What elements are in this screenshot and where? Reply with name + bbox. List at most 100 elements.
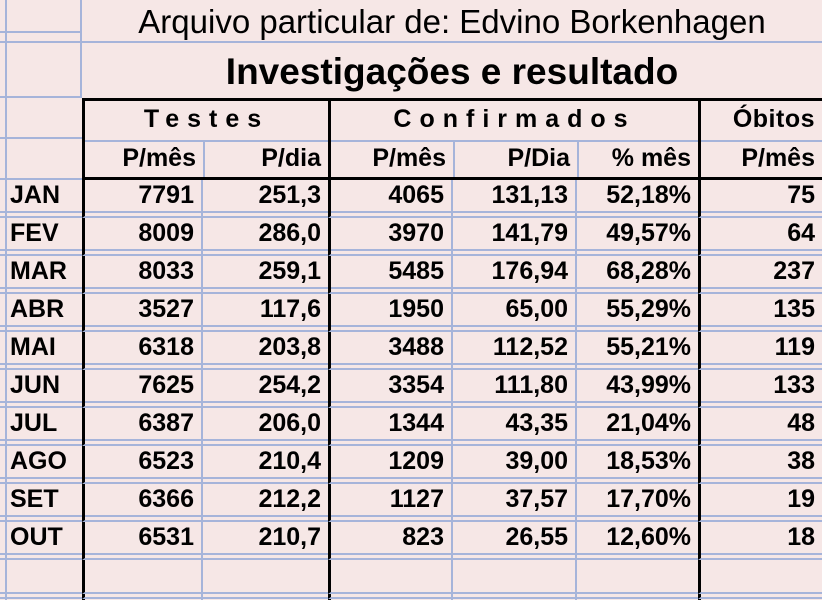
table-body: JAN 7791 251,3 4065 131,13 52,18% 75 FEV… [0, 180, 822, 600]
cell-pct-mes: 43,99% [577, 370, 698, 408]
archive-title: Arquivo particular de: Edvino Borkenhage… [138, 3, 766, 40]
cell-testes-pmes: 6523 [82, 446, 203, 484]
table-row: MAI 6318 203,8 3488 112,52 55,21% 119 [0, 332, 822, 370]
table-row: FEV 8009 286,0 3970 141,79 49,57% 64 [0, 218, 822, 256]
cell-obitos: 18 [698, 522, 822, 560]
cell-testes-pdia: 259,1 [203, 256, 328, 294]
header-month-column [0, 98, 82, 180]
month-cell: JUN [7, 370, 82, 408]
cell-testes-pmes: 6366 [82, 484, 203, 522]
cell-conf-pmes: 1344 [328, 408, 453, 446]
month-cell: MAI [7, 332, 82, 370]
month-cell: AGO [7, 446, 82, 484]
left-strip-cell [0, 180, 7, 218]
column-header-testes-pdia: P/dia [203, 142, 328, 177]
table-row: OUT 6531 210,7 823 26,55 12,60% 18 [0, 522, 822, 560]
month-cell: JAN [7, 180, 82, 218]
spacer-row [0, 594, 822, 599]
cell-obitos: 64 [698, 218, 822, 256]
section-obitos-columns: P/mês [701, 140, 822, 177]
table-row: JUL 6387 206,0 1344 43,35 21,04% 48 [0, 408, 822, 446]
cell-pct-mes: 52,18% [577, 180, 698, 218]
cell-pct-mes: 12,60% [577, 522, 698, 560]
column-header-obitos-pmes: P/mês [741, 144, 815, 172]
gridline-vertical-month-col [80, 0, 82, 98]
cell-pct-mes: 55,29% [577, 294, 698, 332]
table-header: Testes P/mês P/dia Confirmados P/mês P/D… [0, 98, 822, 180]
cell-testes-pmes: 3527 [82, 294, 203, 332]
cell-conf-pdia: 111,80 [453, 370, 577, 408]
month-cell: ABR [7, 294, 82, 332]
table-row: SET 6366 212,2 1127 37,57 17,70% 19 [0, 484, 822, 522]
left-strip-cell [0, 370, 7, 408]
section-label-confirmados: Confirmados [393, 105, 636, 133]
cell-testes-pmes: 7791 [82, 180, 203, 218]
cell-conf-pmes: 823 [328, 522, 453, 560]
column-header-pct-mes: % mês [577, 142, 698, 177]
cell-obitos: 38 [698, 446, 822, 484]
month-cell: OUT [7, 522, 82, 560]
section-label-testes: Testes [143, 105, 270, 133]
month-cell: FEV [7, 218, 82, 256]
cell-conf-pdia: 37,57 [453, 484, 577, 522]
section-testes: Testes P/mês P/dia [82, 98, 328, 180]
gridline-horizontal-left2 [0, 96, 82, 98]
gridline-header-divider [0, 137, 82, 139]
left-strip-cell [0, 408, 7, 446]
column-header-conf-pmes: P/mês [372, 144, 446, 172]
left-strip-cell [0, 294, 7, 332]
cell-conf-pmes: 3970 [328, 218, 453, 256]
cell-conf-pmes: 1127 [328, 484, 453, 522]
cell-testes-pmes: 8033 [82, 256, 203, 294]
cell-pct-mes: 49,57% [577, 218, 698, 256]
table-row: JUN 7625 254,2 3354 111,80 43,99% 133 [0, 370, 822, 408]
left-strip-cell [0, 332, 7, 370]
cell-testes-pmes: 6318 [82, 332, 203, 370]
cell-testes-pdia: 212,2 [203, 484, 328, 522]
cell-obitos: 75 [698, 180, 822, 218]
left-strip-cell [0, 446, 7, 484]
cell-testes-pdia: 286,0 [203, 218, 328, 256]
cell-conf-pdia: 39,00 [453, 446, 577, 484]
left-strip-cell [0, 218, 7, 256]
cell-obitos: 133 [698, 370, 822, 408]
section-confirmados: Confirmados P/mês P/Dia % mês [328, 98, 698, 180]
title-row-archive: Arquivo particular de: Edvino Borkenhage… [0, 0, 822, 43]
cell-conf-pdia: 112,52 [453, 332, 577, 370]
cell-obitos: 19 [698, 484, 822, 522]
gridline-vertical-left-strip [5, 0, 7, 98]
month-cell: JUL [7, 408, 82, 446]
cell-obitos: 237 [698, 256, 822, 294]
cell-conf-pmes: 3488 [328, 332, 453, 370]
cell-conf-pdia: 141,79 [453, 218, 577, 256]
table-row: AGO 6523 210,4 1209 39,00 18,53% 38 [0, 446, 822, 484]
gridline-horizontal-left [0, 31, 82, 33]
cell-testes-pdia: 203,8 [203, 332, 328, 370]
cell-pct-mes: 68,28% [577, 256, 698, 294]
cell-conf-pdia: 26,55 [453, 522, 577, 560]
cell-conf-pmes: 4065 [328, 180, 453, 218]
cell-conf-pdia: 65,00 [453, 294, 577, 332]
cell-testes-pdia: 206,0 [203, 408, 328, 446]
cell-pct-mes: 21,04% [577, 408, 698, 446]
title-row-main: Investigações e resultado [0, 43, 822, 98]
cell-pct-mes: 17,70% [577, 484, 698, 522]
left-strip-cell [0, 256, 7, 294]
cell-conf-pdia: 43,35 [453, 408, 577, 446]
cell-conf-pmes: 3354 [328, 370, 453, 408]
cell-testes-pdia: 254,2 [203, 370, 328, 408]
section-testes-columns: P/mês P/dia [85, 140, 328, 177]
cell-conf-pdia: 131,13 [453, 180, 577, 218]
table-row: JAN 7791 251,3 4065 131,13 52,18% 75 [0, 180, 822, 218]
cell-pct-mes: 18,53% [577, 446, 698, 484]
left-strip-cell [0, 522, 7, 560]
month-cell: SET [7, 484, 82, 522]
cell-testes-pmes: 6387 [82, 408, 203, 446]
table-row: MAR 8033 259,1 5485 176,94 68,28% 237 [0, 256, 822, 294]
cell-testes-pdia: 210,7 [203, 522, 328, 560]
table-row: ABR 3527 117,6 1950 65,00 55,29% 135 [0, 294, 822, 332]
column-header-conf-pdia: P/Dia [453, 142, 577, 177]
cell-testes-pdia: 117,6 [203, 294, 328, 332]
section-confirmados-columns: P/mês P/Dia % mês [331, 140, 698, 177]
